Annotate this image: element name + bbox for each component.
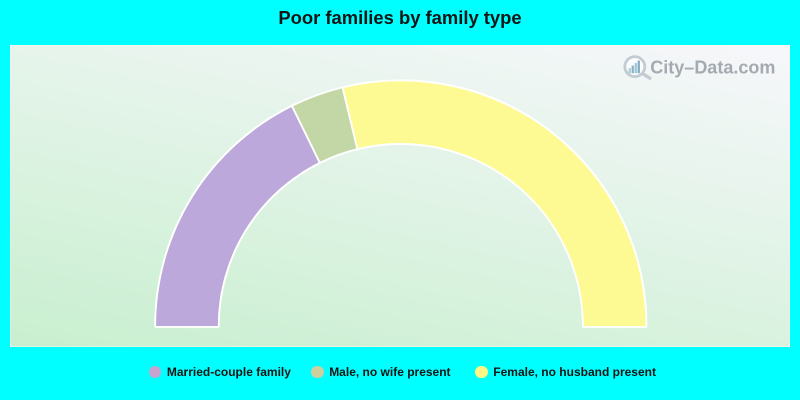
svg-text:City–Data.com: City–Data.com (650, 57, 775, 77)
